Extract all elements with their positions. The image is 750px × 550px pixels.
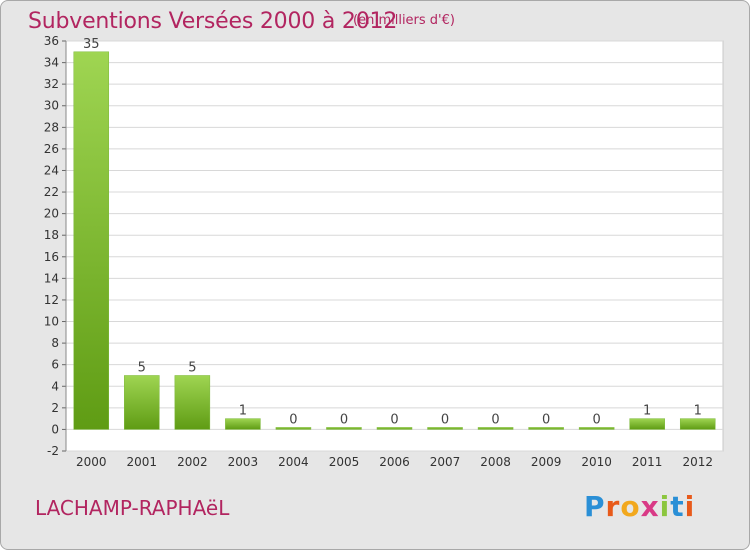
logo-letter: t bbox=[670, 490, 685, 523]
data-label: 5 bbox=[188, 360, 196, 375]
y-tick-label: 10 bbox=[44, 315, 59, 329]
data-label: 0 bbox=[491, 412, 499, 427]
x-tick-label: 2009 bbox=[531, 455, 562, 469]
x-tick-label: 2000 bbox=[76, 455, 107, 469]
data-label: 0 bbox=[340, 412, 348, 427]
x-tick-label: 2002 bbox=[177, 455, 208, 469]
y-tick-label: 36 bbox=[44, 34, 59, 48]
x-tick-label: 2006 bbox=[379, 455, 410, 469]
bar-2006 bbox=[376, 427, 413, 430]
data-label: 0 bbox=[441, 412, 449, 427]
x-tick-label: 2011 bbox=[632, 455, 663, 469]
bar-2001 bbox=[124, 375, 160, 430]
data-label: 1 bbox=[239, 404, 247, 419]
x-tick-label: 2003 bbox=[228, 455, 259, 469]
y-tick-label: 18 bbox=[44, 228, 59, 242]
logo-letter: i bbox=[684, 490, 696, 523]
logo-letter: P bbox=[584, 490, 606, 523]
y-tick-label: 0 bbox=[51, 422, 59, 436]
y-tick-label: 28 bbox=[44, 120, 59, 134]
y-tick-label: -2 bbox=[47, 444, 59, 458]
x-tick-label: 2001 bbox=[127, 455, 158, 469]
data-label: 1 bbox=[694, 404, 702, 419]
y-tick-label: 34 bbox=[44, 56, 59, 70]
commune-name: LACHAMP-RAPHAëL bbox=[35, 496, 230, 520]
logo-letter: r bbox=[605, 490, 621, 523]
x-tick-label: 2007 bbox=[430, 455, 461, 469]
data-label: 0 bbox=[289, 412, 297, 427]
y-tick-label: 22 bbox=[44, 185, 59, 199]
data-label: 0 bbox=[390, 412, 398, 427]
y-tick-label: 2 bbox=[51, 401, 59, 415]
data-label: 35 bbox=[83, 37, 100, 52]
bar-2007 bbox=[427, 427, 463, 430]
x-tick-label: 2012 bbox=[682, 455, 713, 469]
logo-letter: i bbox=[659, 490, 671, 523]
bar-2008 bbox=[477, 427, 514, 430]
data-label: 0 bbox=[542, 412, 550, 427]
bars bbox=[73, 51, 716, 430]
bar-2010 bbox=[578, 427, 615, 430]
x-tick-label: 2010 bbox=[581, 455, 612, 469]
x-tick-label: 2005 bbox=[329, 455, 360, 469]
data-label: 5 bbox=[138, 360, 146, 375]
y-tick-label: 24 bbox=[44, 163, 59, 177]
grid-lines bbox=[66, 40, 723, 452]
y-tick-label: 20 bbox=[44, 207, 59, 221]
y-tick-label: 26 bbox=[44, 142, 59, 156]
data-label: 1 bbox=[643, 404, 651, 419]
chart-title: Subventions Versées 2000 à 2012 bbox=[28, 9, 398, 34]
logo-letter: o bbox=[620, 490, 641, 523]
bar-2002 bbox=[174, 375, 211, 430]
y-tick-label: 14 bbox=[44, 271, 59, 285]
y-tick-label: 6 bbox=[51, 358, 59, 372]
x-axis: 2000 2001 2002 2003 2004 2005 2006 2007 2008 2009… bbox=[76, 455, 713, 469]
data-label: 0 bbox=[593, 412, 601, 427]
y-tick-label: 16 bbox=[44, 250, 59, 264]
bar-2005 bbox=[326, 427, 362, 430]
bar-2011 bbox=[629, 418, 665, 430]
proxiti-logo[interactable]: Proxiti bbox=[584, 490, 695, 523]
logo-letter: x bbox=[640, 490, 660, 523]
plot-area bbox=[65, 40, 724, 452]
x-tick-label: 2008 bbox=[480, 455, 511, 469]
y-tick-label: 32 bbox=[44, 77, 59, 91]
bar-2000 bbox=[73, 51, 110, 430]
bar-2012 bbox=[679, 418, 716, 430]
x-tick-label: 2004 bbox=[278, 455, 309, 469]
bar-2004 bbox=[275, 427, 312, 430]
y-tick-label: 12 bbox=[44, 293, 59, 307]
data-labels: 35 5 5 1 0 0 0 0 0 0 0 1 1 bbox=[83, 37, 702, 428]
y-tick-label: 8 bbox=[51, 336, 59, 350]
y-tick-label: 4 bbox=[51, 379, 59, 393]
chart-subtitle: (en milliers d'€) bbox=[353, 13, 455, 28]
y-tick-label: 30 bbox=[44, 99, 59, 113]
bar-2009 bbox=[528, 427, 564, 430]
bar-2003 bbox=[225, 418, 261, 430]
